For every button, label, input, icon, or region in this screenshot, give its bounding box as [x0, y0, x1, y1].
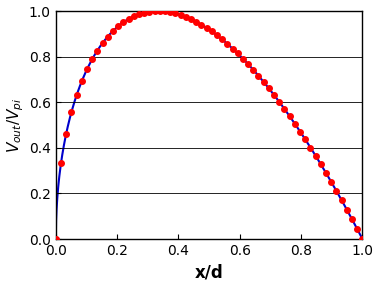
Y-axis label: $V_{out}/V_{pi}$: $V_{out}/V_{pi}$ — [6, 97, 26, 153]
X-axis label: x/d: x/d — [195, 263, 224, 282]
